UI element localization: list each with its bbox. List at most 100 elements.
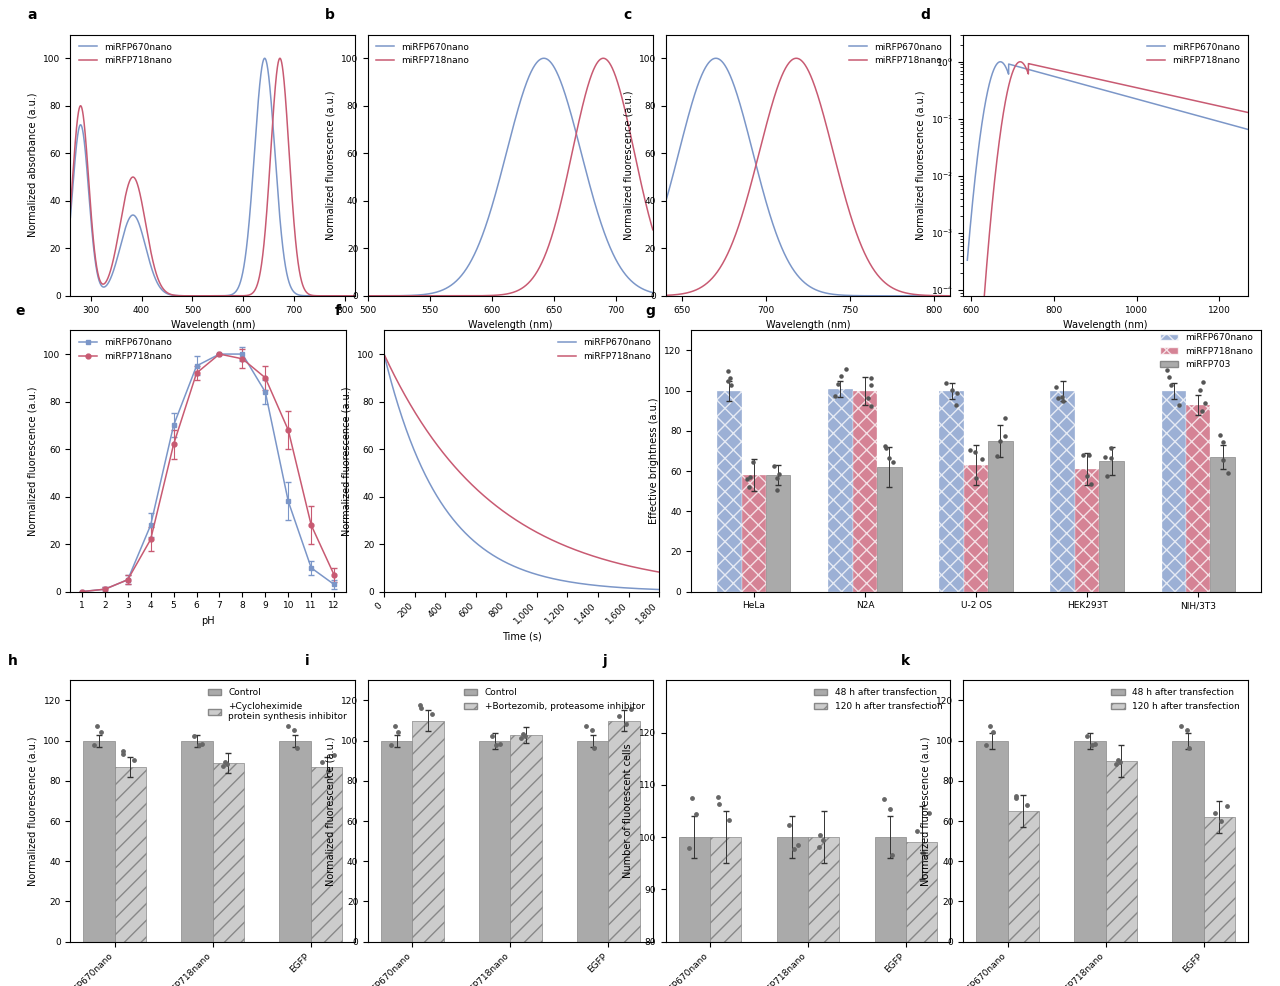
Y-axis label: Normalized fluorescence (a.u.): Normalized fluorescence (a.u.) — [28, 737, 38, 885]
Bar — [577, 740, 608, 942]
Point — [1216, 798, 1236, 813]
Bar — [1211, 457, 1235, 592]
Text: h: h — [8, 654, 18, 668]
Point — [1101, 440, 1121, 456]
Text: j: j — [603, 654, 608, 668]
Point — [678, 840, 699, 856]
Legend: Control, +Cycloheximide
protein synthesis inhibitor: Control, +Cycloheximide protein synthesi… — [204, 685, 351, 725]
Point — [582, 722, 603, 738]
Point — [913, 845, 933, 861]
Bar — [717, 390, 741, 592]
Bar — [608, 721, 640, 942]
Text: a: a — [28, 8, 37, 22]
Point — [113, 746, 133, 762]
Bar — [906, 842, 937, 986]
Point — [719, 812, 740, 828]
Point — [989, 433, 1010, 449]
Point — [861, 370, 882, 386]
Legend: miRFP670nano, miRFP718nano: miRFP670nano, miRFP718nano — [76, 39, 175, 69]
Point — [1107, 752, 1128, 768]
Point — [1046, 379, 1066, 394]
Point — [1051, 388, 1071, 404]
Point — [421, 706, 442, 722]
Point — [511, 731, 531, 746]
Point — [1212, 434, 1233, 450]
Point — [1082, 738, 1102, 753]
Point — [481, 728, 502, 743]
Bar — [852, 390, 877, 592]
Y-axis label: Normalized fluorescence (a.u.): Normalized fluorescence (a.u.) — [342, 387, 352, 535]
Point — [1052, 393, 1073, 409]
X-axis label: Wavelength (nm): Wavelength (nm) — [468, 320, 553, 330]
Bar — [988, 441, 1012, 592]
Point — [113, 743, 133, 759]
Legend: miRFP670nano, miRFP718nano, miRFP703: miRFP670nano, miRFP718nano, miRFP703 — [1156, 329, 1256, 373]
Point — [708, 790, 728, 806]
Point — [278, 718, 298, 734]
X-axis label: Wavelength (nm): Wavelength (nm) — [765, 320, 850, 330]
Point — [192, 736, 212, 751]
Legend: 48 h after transfection, 120 h after transfection: 48 h after transfection, 120 h after tra… — [810, 685, 946, 715]
Point — [1016, 797, 1037, 812]
Point — [1158, 369, 1179, 385]
Point — [767, 482, 787, 498]
Point — [384, 718, 404, 734]
Y-axis label: Normalized fluorescence (a.u.): Normalized fluorescence (a.u.) — [920, 737, 931, 885]
Bar — [777, 837, 808, 986]
Point — [740, 469, 760, 485]
Bar — [479, 740, 511, 942]
Y-axis label: Effective brightness (a.u.): Effective brightness (a.u.) — [649, 397, 659, 525]
Bar — [1172, 740, 1203, 942]
Bar — [511, 735, 541, 942]
Legend: miRFP670nano, miRFP718nano: miRFP670nano, miRFP718nano — [846, 39, 946, 69]
Point — [218, 756, 238, 772]
Point — [381, 737, 402, 752]
Point — [184, 728, 205, 743]
Point — [87, 718, 108, 734]
Bar — [678, 837, 710, 986]
Point — [1097, 468, 1117, 484]
Bar — [1187, 404, 1211, 592]
Text: b: b — [325, 8, 335, 22]
Point — [1217, 464, 1238, 480]
Point — [879, 451, 900, 466]
Point — [1047, 390, 1068, 406]
Point — [1080, 476, 1101, 492]
Bar — [940, 390, 964, 592]
Point — [906, 823, 927, 839]
Point — [616, 717, 636, 733]
Point — [83, 737, 104, 752]
Point — [1161, 378, 1181, 393]
Y-axis label: Normalized fluorescence (a.u.): Normalized fluorescence (a.u.) — [623, 91, 634, 240]
Point — [966, 470, 987, 486]
Bar — [1075, 469, 1100, 592]
Point — [515, 728, 535, 743]
Y-axis label: Normalized fluorescence (a.u.): Normalized fluorescence (a.u.) — [325, 737, 335, 885]
Legend: miRFP670nano, miRFP718nano: miRFP670nano, miRFP718nano — [554, 335, 654, 365]
Text: i: i — [306, 654, 310, 668]
Y-axis label: Normalized fluorescence (a.u.): Normalized fluorescence (a.u.) — [28, 387, 38, 535]
Point — [883, 455, 904, 470]
Bar — [83, 740, 115, 942]
Point — [861, 398, 882, 414]
Point — [873, 791, 893, 807]
Point — [287, 740, 307, 755]
Point — [609, 708, 630, 724]
Point — [1076, 468, 1097, 484]
Point — [827, 377, 847, 392]
Legend: miRFP670nano, miRFP718nano: miRFP670nano, miRFP718nano — [76, 335, 175, 365]
Legend: Control, +Bortezomib, proteasome inhibitor: Control, +Bortezomib, proteasome inhibit… — [461, 685, 648, 715]
X-axis label: Wavelength (nm): Wavelength (nm) — [1064, 320, 1148, 330]
Point — [1178, 722, 1198, 738]
Point — [718, 363, 739, 379]
Point — [1085, 736, 1106, 751]
Legend: miRFP670nano, miRFP718nano: miRFP670nano, miRFP718nano — [372, 39, 472, 69]
Point — [764, 458, 785, 474]
Bar — [1203, 817, 1235, 942]
Bar — [311, 767, 342, 942]
Point — [284, 722, 305, 738]
Point — [1204, 805, 1225, 820]
Point — [737, 471, 758, 487]
Text: c: c — [623, 8, 631, 22]
Point — [512, 726, 532, 741]
